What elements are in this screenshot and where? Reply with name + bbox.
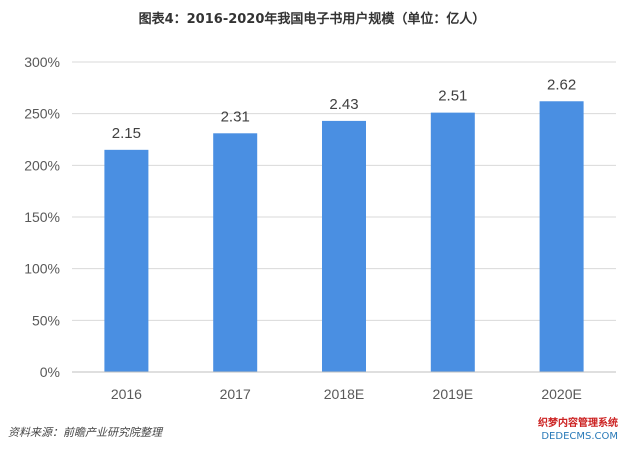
watermark-line1: 织梦内容管理系统	[538, 418, 618, 429]
bars	[104, 101, 584, 373]
chart-title: 图表4：2016-2020年我国电子书用户规模（单位：亿人）	[138, 12, 486, 27]
data-label-2017: 2.31	[221, 108, 250, 125]
y-tick-label: 50%	[32, 312, 60, 328]
y-tick-label: 250%	[24, 106, 60, 122]
y-tick-label: 300%	[24, 54, 60, 70]
watermark-line2: DEDECMS.COM	[541, 431, 618, 442]
data-label-2019E: 2.51	[438, 88, 467, 105]
data-label-2016: 2.15	[112, 125, 141, 142]
data-label-2020E: 2.62	[547, 76, 576, 93]
y-tick-label: 200%	[24, 157, 60, 173]
bar-2020E	[539, 101, 584, 373]
data-label-2018E: 2.43	[329, 96, 358, 113]
x-tick-label: 2020E	[541, 386, 581, 402]
bar-2016	[104, 149, 149, 372]
source-note: 资料来源：前瞻产业研究院整理	[8, 426, 162, 439]
site-watermark: 织梦内容管理系统 DEDECMS.COM	[508, 417, 618, 443]
x-tick-label: 2019E	[433, 386, 473, 402]
y-axis-ticks: 0% 50% 100% 150% 200% 250% 300%	[24, 54, 60, 380]
data-labels: 2.15 2.31 2.43 2.51 2.62	[112, 76, 576, 142]
bar-2018E	[322, 120, 366, 373]
x-tick-label: 2018E	[324, 386, 364, 402]
x-tick-label: 2017	[220, 386, 251, 402]
bar-2017	[213, 133, 258, 372]
bar-2019E	[430, 112, 475, 372]
x-tick-label: 2016	[111, 386, 142, 402]
x-axis-ticks: 2016 2017 2018E 2019E 2020E	[111, 386, 582, 402]
y-tick-label: 0%	[40, 364, 60, 380]
y-tick-label: 150%	[24, 209, 60, 225]
y-tick-label: 100%	[24, 261, 60, 277]
